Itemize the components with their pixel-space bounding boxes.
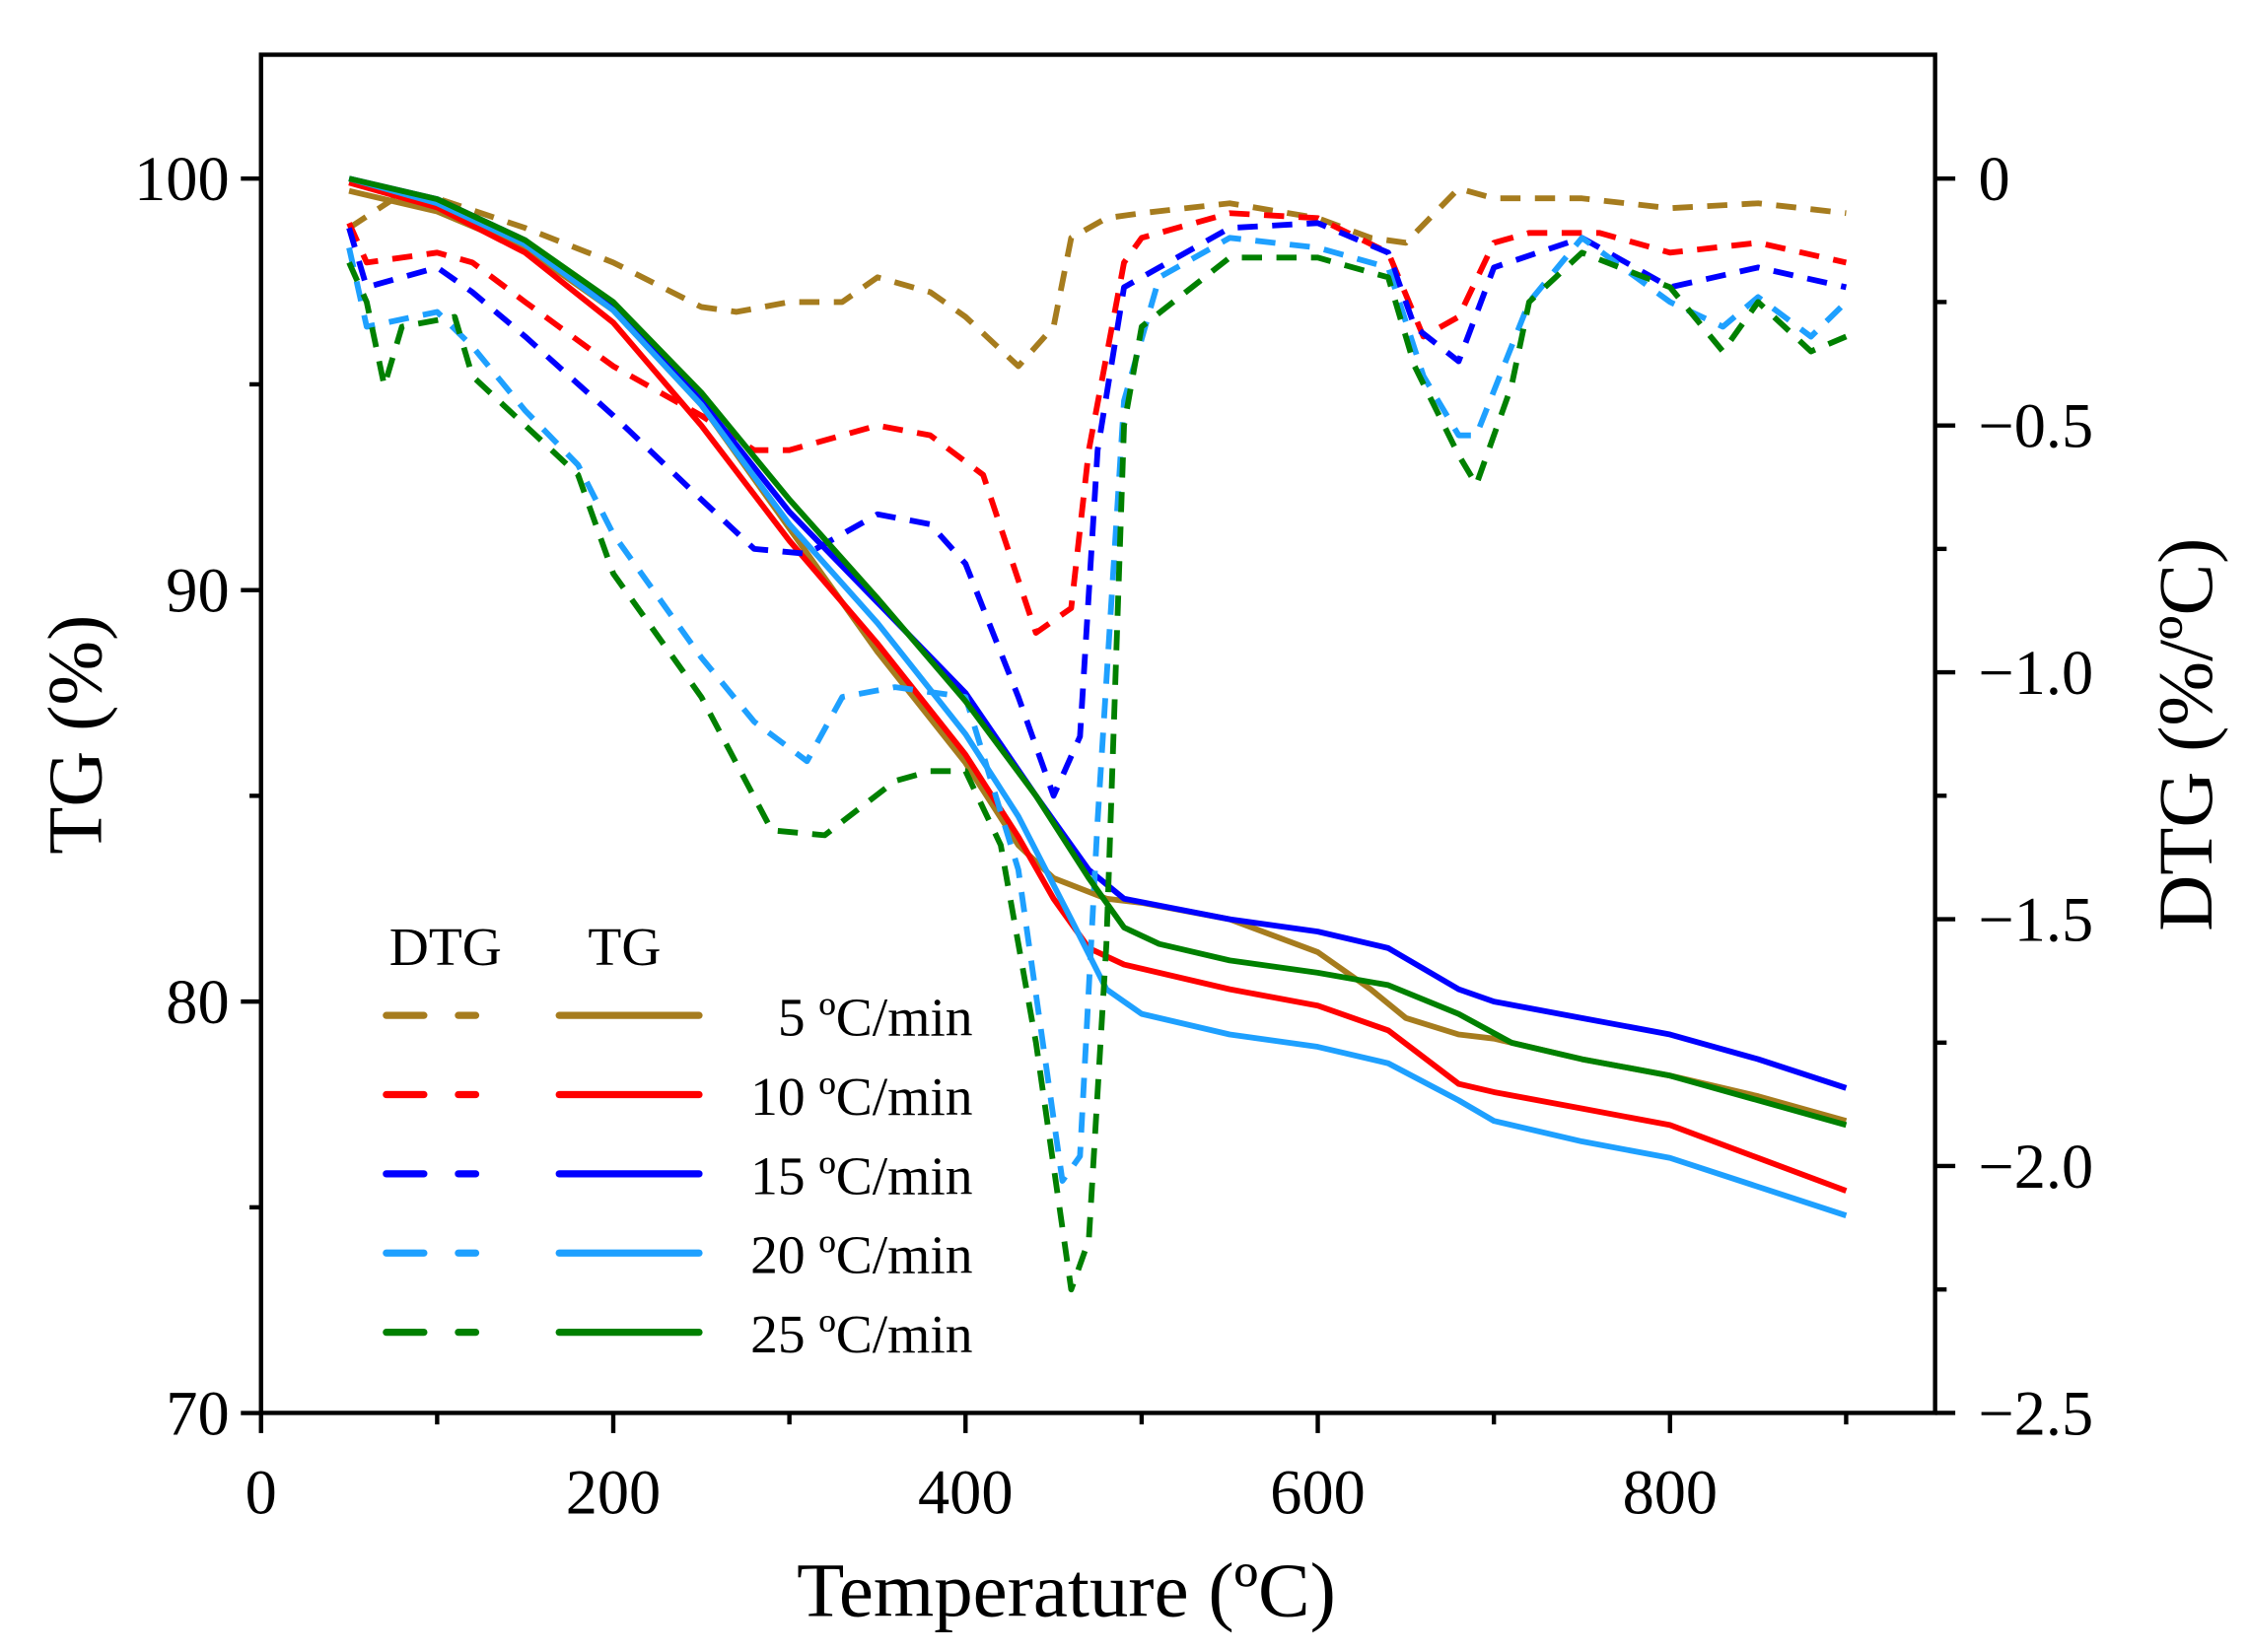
y-right-tick-label: −1.5 bbox=[1978, 884, 2093, 954]
y-tick-label: 70 bbox=[166, 1379, 229, 1449]
legend-label: 15 ºC/min bbox=[750, 1146, 972, 1206]
legend-label: 5 ºC/min bbox=[778, 989, 973, 1049]
legend-header-dtg: DTG bbox=[389, 918, 502, 978]
legend-label: 25 ºC/min bbox=[750, 1305, 972, 1365]
y-right-tick-label: −0.5 bbox=[1978, 391, 2093, 461]
x-tick-label: 600 bbox=[1270, 1458, 1365, 1528]
tg-line-25 bbox=[348, 175, 1848, 1129]
y-right-tick-label: −2.0 bbox=[1978, 1132, 2093, 1202]
dtg-line-5 bbox=[347, 185, 1847, 370]
y-right-tick-label: −1.0 bbox=[1978, 638, 2093, 708]
y-axis-label: TG (%) bbox=[34, 615, 119, 855]
tg-line-10 bbox=[348, 179, 1848, 1194]
x-tick-label: 200 bbox=[566, 1458, 661, 1528]
dtg-line-20 bbox=[346, 235, 1849, 1184]
legend-label: 10 ºC/min bbox=[750, 1067, 972, 1128]
y-tick-label: 80 bbox=[166, 967, 229, 1037]
series-lines bbox=[346, 175, 1849, 1293]
legend: DTG TG 5 ºC/min 10 ºC/min 15 ºC/min 20 ºC/m… bbox=[383, 918, 973, 1365]
y-right-tick-label: −2.5 bbox=[1978, 1378, 2093, 1448]
x-axis-label: Temperature (ºC) bbox=[797, 1548, 1336, 1633]
dtg-line-15 bbox=[346, 220, 1848, 799]
x-tick-label: 800 bbox=[1623, 1458, 1718, 1528]
axis-ticks: 0 200 400 600 800 70 80 90 100 −2.5 −2.0 −1.5 −1.0 −0… bbox=[134, 144, 2093, 1528]
legend-header-tg: TG bbox=[588, 918, 661, 978]
plot-frame bbox=[258, 52, 1937, 1415]
legend-label: 20 ºC/min bbox=[750, 1226, 972, 1286]
dtg-line-10 bbox=[346, 210, 1848, 636]
x-tick-label: 0 bbox=[246, 1458, 277, 1528]
tg-line-5 bbox=[348, 187, 1848, 1124]
y-right-axis-label: DTG (%/ºC) bbox=[2143, 538, 2229, 931]
y-tick-label: 100 bbox=[134, 144, 229, 214]
y-tick-label: 90 bbox=[166, 556, 229, 626]
dtg-line-25 bbox=[346, 249, 1848, 1293]
x-tick-label: 400 bbox=[918, 1458, 1013, 1528]
y-right-tick-label: 0 bbox=[1978, 144, 2009, 214]
